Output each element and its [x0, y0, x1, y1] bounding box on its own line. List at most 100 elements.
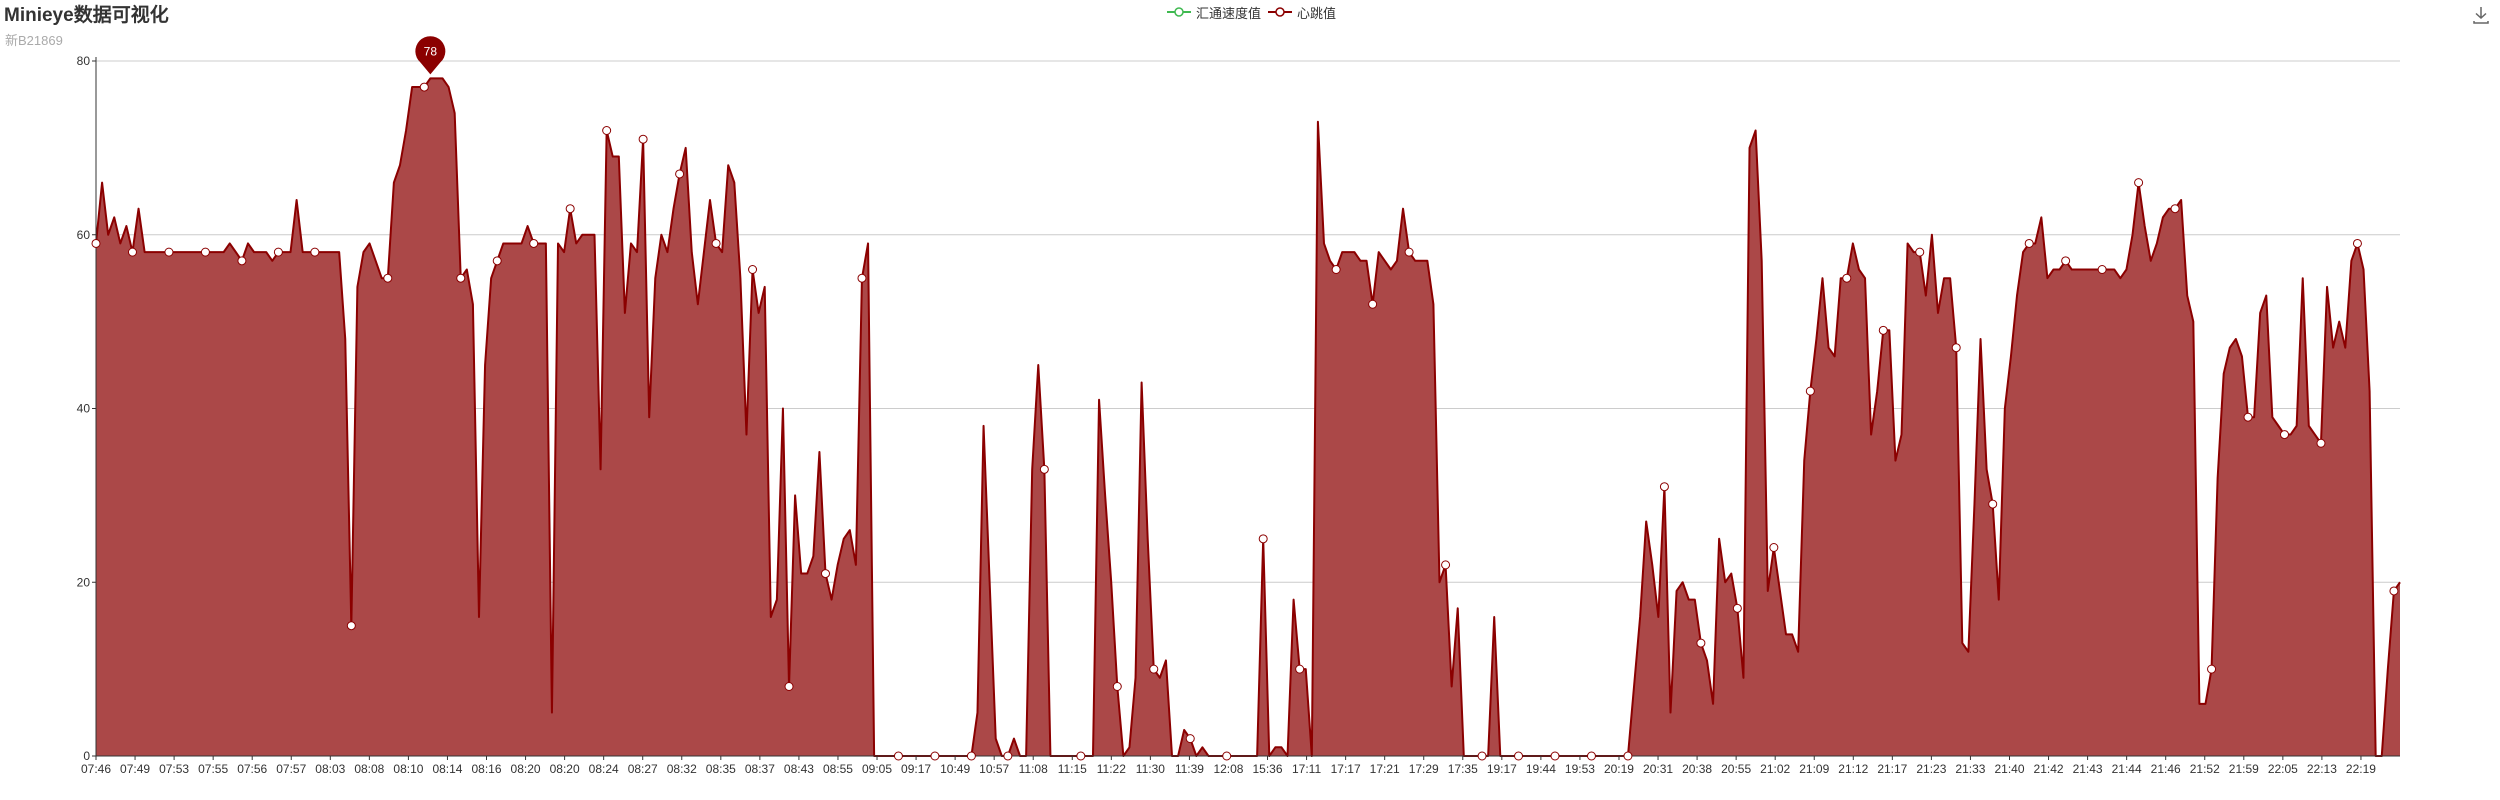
legend-item-heart[interactable]: 心跳值 [1268, 2, 1336, 22]
data-point[interactable] [1039, 464, 1049, 474]
data-point[interactable] [346, 621, 356, 631]
data-point[interactable] [784, 682, 794, 691]
data-point[interactable] [711, 238, 721, 248]
data-point[interactable] [820, 569, 830, 579]
data-point[interactable] [1769, 543, 1779, 552]
max-marker-pin[interactable] [415, 36, 446, 75]
data-point[interactable] [1915, 247, 1925, 257]
data-point[interactable] [2061, 256, 2071, 266]
chart-title: Minieye数据可视化 [4, 5, 169, 26]
data-point[interactable] [1404, 247, 1414, 257]
data-point[interactable] [966, 751, 976, 761]
legend-item-speed[interactable]: 汇通速度值 [1167, 2, 1261, 22]
data-point[interactable] [565, 204, 575, 214]
data-point[interactable] [1149, 664, 1159, 674]
x-tick-label: 07:46 [81, 762, 111, 776]
data-point[interactable] [1295, 664, 1305, 674]
data-point[interactable] [1550, 751, 1560, 761]
data-point[interactable] [1696, 638, 1706, 648]
data-point[interactable] [1623, 751, 1633, 761]
data-point[interactable] [1514, 751, 1524, 761]
x-tick-label: 11:15 [1058, 762, 1087, 776]
data-points [91, 82, 2399, 761]
data-point[interactable] [1185, 734, 1195, 744]
data-point[interactable] [2316, 438, 2326, 448]
y-tick-label: 80 [77, 54, 91, 68]
x-tick-label: 22:05 [2268, 762, 2298, 776]
data-point[interactable] [529, 238, 539, 248]
data-point[interactable] [1988, 499, 1998, 509]
x-tick-label: 21:42 [2034, 762, 2064, 776]
data-point[interactable] [748, 265, 758, 274]
x-tick-label: 09:17 [901, 762, 931, 776]
data-point[interactable] [383, 273, 393, 283]
x-tick-label: 15:36 [1253, 762, 1283, 776]
data-point[interactable] [1003, 751, 1013, 761]
data-point[interactable] [164, 247, 174, 257]
data-point[interactable] [2207, 664, 2217, 674]
data-point[interactable] [2024, 238, 2034, 248]
data-point[interactable] [1878, 325, 1888, 335]
x-tick-label: 17:21 [1370, 762, 1400, 776]
x-tick-label: 08:16 [471, 762, 501, 776]
data-point[interactable] [1732, 603, 1742, 613]
x-tick-label: 21:46 [2151, 762, 2181, 776]
x-tick-label: 20:31 [1643, 762, 1673, 776]
x-tick-label: 08:37 [745, 762, 775, 776]
data-point[interactable] [91, 238, 101, 248]
data-point[interactable] [492, 256, 502, 266]
data-point[interactable] [2097, 265, 2107, 274]
data-point[interactable] [930, 751, 940, 761]
x-tick-label: 21:44 [2112, 762, 2142, 776]
data-point[interactable] [2170, 204, 2180, 214]
data-point[interactable] [273, 247, 283, 257]
data-point[interactable] [2243, 412, 2253, 422]
x-tick-label: 08:20 [550, 762, 580, 776]
data-point[interactable] [1951, 343, 1961, 353]
x-tick-label: 08:27 [628, 762, 658, 776]
data-point[interactable] [2352, 238, 2362, 248]
x-tick-label: 08:55 [823, 762, 853, 776]
data-point[interactable] [1076, 751, 1086, 761]
data-point[interactable] [200, 247, 210, 257]
data-point[interactable] [1441, 560, 1451, 570]
data-point[interactable] [602, 126, 612, 135]
data-point[interactable] [2134, 178, 2144, 188]
data-point[interactable] [1331, 265, 1341, 274]
data-point[interactable] [1258, 534, 1268, 544]
data-point[interactable] [127, 247, 137, 257]
download-icon[interactable] [2470, 4, 2492, 26]
data-point[interactable] [237, 256, 247, 266]
x-tick-label: 11:39 [1175, 762, 1204, 776]
legend-label-heart: 心跳值 [1297, 5, 1337, 21]
data-point[interactable] [893, 751, 903, 761]
data-point[interactable] [419, 82, 429, 92]
data-point[interactable] [1222, 751, 1232, 761]
data-point[interactable] [1586, 751, 1596, 761]
data-point[interactable] [857, 273, 867, 283]
data-point[interactable] [1805, 386, 1815, 396]
data-point[interactable] [1842, 273, 1852, 283]
heart-area [96, 78, 2400, 756]
x-tick-label: 07:56 [237, 762, 267, 776]
data-point[interactable] [1477, 751, 1487, 761]
legend: 汇通速度值 心跳值 [0, 2, 2500, 22]
x-tick-label: 17:11 [1292, 762, 1321, 776]
x-tick-label: 07:57 [276, 762, 306, 776]
data-point[interactable] [675, 169, 685, 179]
max-marker-label: 78 [424, 44, 438, 58]
data-point[interactable] [456, 273, 466, 283]
data-point[interactable] [1368, 299, 1378, 309]
x-tick-label: 21:17 [1877, 762, 1907, 776]
x-tick-label: 11:22 [1097, 762, 1126, 776]
data-point[interactable] [1659, 482, 1669, 492]
data-point[interactable] [2389, 586, 2399, 596]
y-tick-label: 20 [77, 575, 91, 589]
data-point[interactable] [1112, 682, 1122, 691]
max-marker: 78 [415, 36, 446, 75]
data-point[interactable] [2279, 430, 2289, 440]
x-tick-label: 19:44 [1526, 762, 1556, 776]
data-point[interactable] [310, 247, 320, 257]
data-point[interactable] [638, 134, 648, 144]
